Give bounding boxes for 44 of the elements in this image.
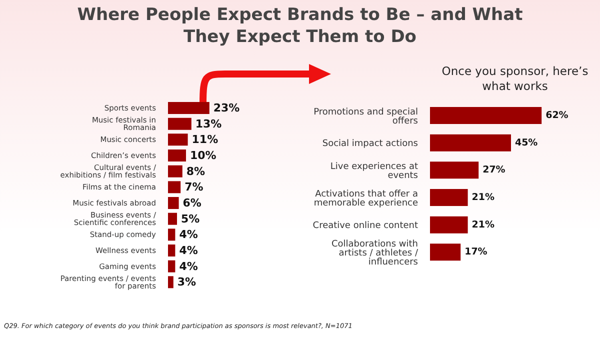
bar bbox=[430, 189, 468, 206]
bar bbox=[168, 244, 176, 256]
y-tick-label: Social impact actions bbox=[322, 139, 418, 150]
bar bbox=[430, 162, 479, 179]
bar bbox=[168, 102, 210, 114]
data-label: 21% bbox=[472, 192, 495, 203]
data-label: 45% bbox=[514, 137, 538, 148]
data-label: 21% bbox=[472, 219, 495, 230]
bar bbox=[430, 134, 511, 152]
text: Where People Expect Brands to Be – and What They Expect Them to Do bbox=[76, 4, 524, 48]
data-label: 5% bbox=[180, 212, 200, 226]
bar bbox=[430, 244, 461, 261]
data-label: 62% bbox=[546, 110, 569, 121]
data-label: 7% bbox=[184, 180, 204, 194]
data-label: 6% bbox=[182, 196, 202, 210]
data-label: 4% bbox=[179, 260, 198, 273]
data-label: 4% bbox=[179, 244, 198, 257]
bar bbox=[168, 228, 176, 241]
bar bbox=[168, 118, 192, 130]
data-label: 13% bbox=[195, 117, 222, 130]
data-label: 10% bbox=[190, 149, 216, 162]
bar bbox=[168, 165, 182, 178]
data-label: 17% bbox=[464, 246, 488, 258]
data-label: 3% bbox=[177, 276, 196, 289]
bar bbox=[168, 212, 177, 225]
data-label: 4% bbox=[179, 228, 198, 242]
y-tick-label: Collaborations with artists / athletes / influencers bbox=[332, 240, 419, 268]
y-tick-label: Activations that offer a memorable experience bbox=[314, 189, 418, 208]
bar bbox=[168, 197, 179, 209]
bar bbox=[168, 150, 186, 162]
y-tick-label: Creative online content bbox=[312, 221, 418, 232]
data-label: 23% bbox=[213, 102, 240, 115]
data-label: 27% bbox=[482, 164, 506, 176]
y-tick-label: Promotions and special offers bbox=[314, 107, 418, 126]
bar bbox=[168, 260, 176, 272]
data-label: 11% bbox=[192, 133, 218, 146]
bar bbox=[168, 181, 181, 194]
bar bbox=[168, 276, 174, 288]
bar bbox=[430, 107, 542, 124]
chart-title: Once you sponsor, here’s what works bbox=[440, 64, 590, 94]
bar bbox=[168, 134, 188, 146]
data-label: 8% bbox=[186, 164, 206, 178]
y-tick-label: Live experiences at events bbox=[330, 162, 418, 182]
bar bbox=[430, 216, 468, 234]
